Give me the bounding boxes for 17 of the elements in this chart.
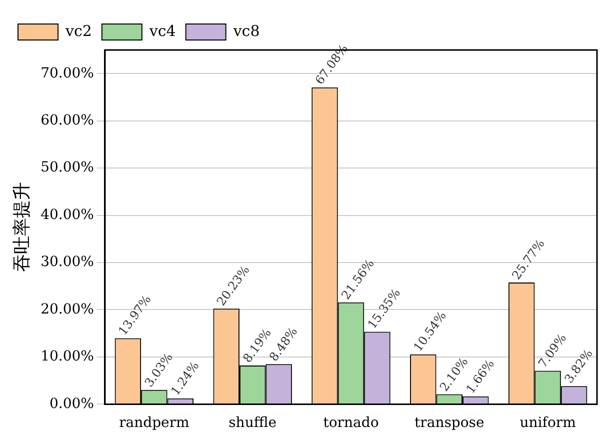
y-tick-label: 60.00% [40, 112, 94, 128]
y-axis-title: 吞吐率提升 [11, 182, 32, 272]
legend-label: vc2 [64, 22, 92, 40]
y-tick-label: 40.00% [40, 206, 94, 223]
legend-label: vc4 [148, 22, 176, 40]
x-tick-label: transpose [414, 415, 484, 432]
y-tick-label: 20.00% [40, 301, 94, 318]
x-tick-label: uniform [520, 415, 576, 432]
x-tick-label: tornado [323, 415, 379, 432]
y-tick-label: 0.00% [49, 396, 94, 412]
x-tick-label: randperm [119, 415, 190, 432]
y-tick-label: 50.00% [40, 160, 94, 176]
y-tick-label: 30.00% [40, 254, 94, 270]
y-tick-label: 70.00% [40, 65, 94, 82]
x-tick-label: shuffle [228, 415, 277, 432]
legend-label: vc8 [232, 22, 260, 40]
y-tick-label: 10.00% [40, 348, 94, 365]
